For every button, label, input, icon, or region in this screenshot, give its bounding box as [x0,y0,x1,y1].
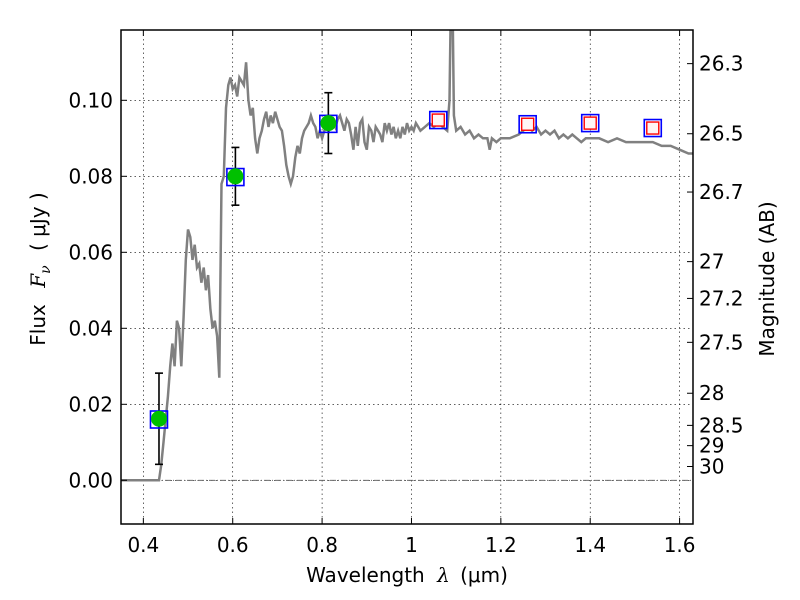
model-spectrum-layer [121,30,693,482]
observed-flux-point [150,410,167,427]
y-tick-label: 0.08 [68,164,113,188]
model-spectrum-curve [121,30,693,482]
model-photometry-box [580,113,600,133]
predicted-flux-marker [646,121,660,135]
y-tick-label: 0.10 [68,88,113,112]
magnitude-tick-label: 27.2 [699,286,744,310]
plot-frame [120,29,694,525]
predicted-flux-marker [583,116,597,130]
magnitude-tick-label: 26.3 [699,52,744,76]
observed-flux-point [227,168,244,185]
magnitude-tick-label: 30 [699,455,724,479]
y-tick-label: 0.06 [68,240,113,264]
model-photometry-box [518,114,537,134]
y-tick-label: 0.00 [68,468,113,492]
magnitude-tick-label: 26.5 [699,122,744,146]
magnitude-tick-label: 27.5 [699,330,744,354]
model-photometry-box [643,118,663,138]
y-tick-label: 0.04 [68,316,113,340]
x-tick-label: 1.6 [664,533,696,557]
y-tick-label: 0.02 [68,392,113,416]
y-axis-label: Flux Fν ( μJy ) [26,192,55,345]
x-tick-label: 1.2 [485,533,517,557]
x-tick-label: 0.6 [217,533,249,557]
x-tick-label: 0.8 [306,533,338,557]
magnitude-tick-label: 28.5 [699,413,744,437]
predicted-flux-marker [431,113,445,127]
magnitude-tick-label: 26.7 [699,180,744,204]
model-photometry-box [428,110,448,130]
magnitude-tick-label: 29 [699,434,724,458]
x-tick-label: 1.4 [574,533,606,557]
magnitude-axis-label: Magnitude (AB) [755,201,779,356]
magnitude-tick-label: 27 [699,250,724,274]
magnitude-tick-label: 28 [699,381,724,405]
predicted-flux-marker [520,117,535,131]
x-axis-label: Wavelength λ (μm) [306,563,508,587]
x-tick-label: 1 [405,533,418,557]
x-tick-label: 0.4 [127,533,159,557]
observed-flux-point [320,115,337,132]
axis-ticks: 0.4 0.6 0.8 1 1.2 1.4 1.6 0.00 0.02 0.04 0.06 0.08 0… [68,30,744,557]
data-marks [149,91,663,466]
